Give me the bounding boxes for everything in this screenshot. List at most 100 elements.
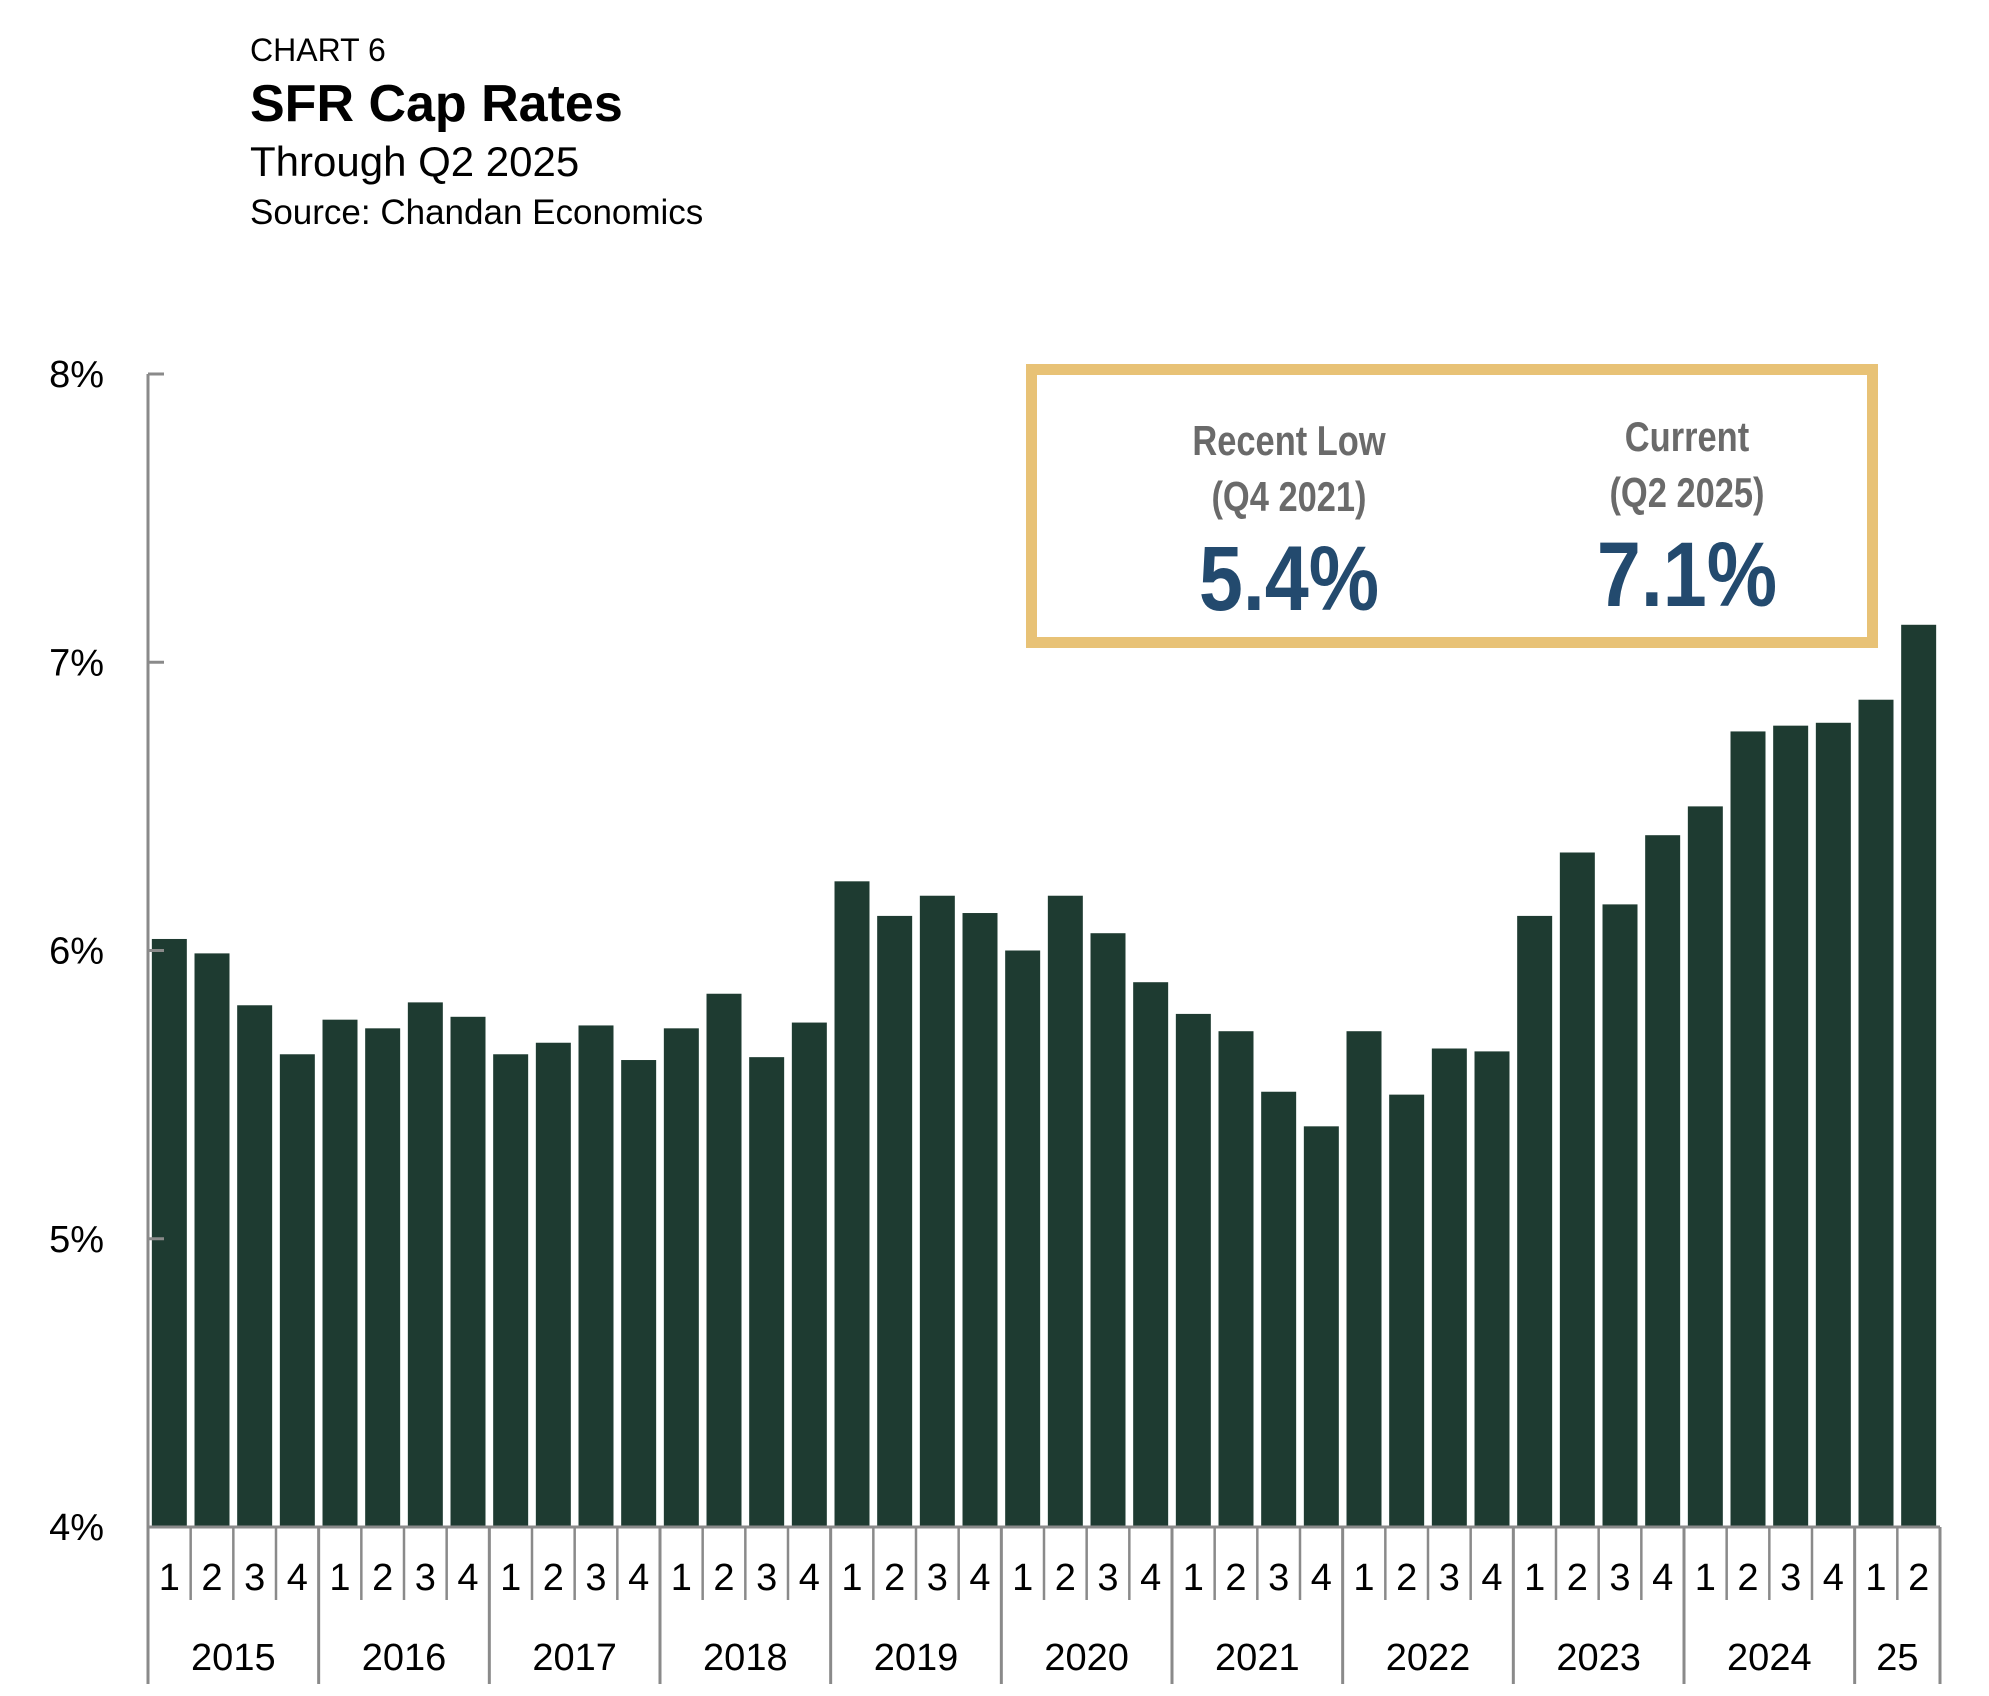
quarter-label: 4	[457, 1557, 478, 1599]
chart-source: Source: Chandan Economics	[250, 193, 704, 232]
current-value: 7.1%	[1596, 524, 1778, 626]
current-panel: Current (Q2 2025) 7.1%	[1497, 409, 1877, 625]
bar	[578, 1025, 614, 1527]
quarter-label: 4	[628, 1557, 649, 1599]
quarter-label: 3	[1609, 1557, 1630, 1599]
quarter-label: 2	[1225, 1557, 1246, 1599]
recent-low-panel: Recent Low (Q4 2021) 5.4%	[1099, 413, 1479, 629]
current-period: (Q2 2025)	[1609, 469, 1765, 516]
quarter-label: 1	[671, 1557, 692, 1599]
quarter-label: 4	[1481, 1557, 1502, 1599]
bar	[1005, 950, 1041, 1527]
quarter-label: 4	[1311, 1557, 1332, 1599]
y-tick-label: 8%	[49, 354, 104, 396]
year-label: 25	[1876, 1637, 1918, 1679]
year-label: 2023	[1556, 1637, 1641, 1679]
quarter-label: 2	[1908, 1557, 1929, 1599]
bar	[194, 953, 230, 1527]
bar	[1389, 1094, 1425, 1528]
bar	[1687, 806, 1723, 1528]
bar	[1517, 915, 1553, 1527]
quarter-label: 1	[1183, 1557, 1204, 1599]
bar	[877, 915, 913, 1527]
quarter-label: 3	[756, 1557, 777, 1599]
quarter-label: 3	[1268, 1557, 1289, 1599]
year-label: 2022	[1386, 1637, 1471, 1679]
quarter-label: 2	[543, 1557, 564, 1599]
bar	[1858, 699, 1894, 1527]
quarter-label: 1	[1865, 1557, 1886, 1599]
bar	[151, 938, 187, 1527]
callout-box: Recent Low (Q4 2021) 5.4% Current (Q2 20…	[1026, 364, 1878, 648]
bar	[663, 1028, 699, 1527]
bar	[791, 1022, 827, 1527]
bar	[237, 1005, 273, 1527]
quarter-label: 1	[1012, 1557, 1033, 1599]
y-tick-label: 7%	[49, 642, 104, 684]
bar	[1901, 624, 1937, 1527]
quarter-label: 3	[1780, 1557, 1801, 1599]
bar	[1431, 1048, 1467, 1527]
bar	[749, 1057, 785, 1527]
bar	[407, 1002, 443, 1527]
bar	[493, 1054, 529, 1527]
bar	[1602, 904, 1638, 1527]
quarter-label: 4	[1140, 1557, 1161, 1599]
year-label: 2016	[362, 1637, 447, 1679]
bar	[1730, 731, 1766, 1527]
year-label: 2019	[874, 1637, 959, 1679]
y-tick-label: 6%	[49, 931, 104, 973]
year-label: 2021	[1215, 1637, 1300, 1679]
year-label: 2018	[703, 1637, 788, 1679]
quarter-label: 3	[1097, 1557, 1118, 1599]
bar	[1474, 1051, 1510, 1527]
bar	[1175, 1013, 1211, 1527]
quarter-label: 4	[969, 1557, 990, 1599]
bar	[1047, 895, 1083, 1527]
quarter-label: 3	[1439, 1557, 1460, 1599]
quarter-label: 1	[500, 1557, 521, 1599]
bar	[1773, 725, 1809, 1527]
quarter-label: 4	[799, 1557, 820, 1599]
quarter-label: 1	[841, 1557, 862, 1599]
chart-header: CHART 6 SFR Cap Rates Through Q2 2025 So…	[250, 30, 703, 236]
y-tick-label: 4%	[49, 1507, 104, 1549]
quarter-label: 2	[1737, 1557, 1758, 1599]
bar	[1303, 1126, 1339, 1527]
quarter-label: 1	[1695, 1557, 1716, 1599]
bar	[1261, 1091, 1297, 1527]
bar	[1090, 933, 1126, 1527]
year-label: 2017	[532, 1637, 617, 1679]
quarter-label: 3	[585, 1557, 606, 1599]
quarter-label: 2	[713, 1557, 734, 1599]
quarter-label: 3	[927, 1557, 948, 1599]
bar	[279, 1054, 315, 1527]
quarter-label: 1	[329, 1557, 350, 1599]
bar	[1133, 982, 1169, 1527]
bar	[919, 895, 955, 1527]
bar	[1645, 835, 1681, 1527]
chart-title: SFR Cap Rates	[250, 75, 623, 133]
quarter-label: 2	[372, 1557, 393, 1599]
current-heading: Current	[1624, 413, 1750, 460]
bar	[1346, 1031, 1382, 1527]
bar	[621, 1060, 657, 1527]
quarter-label: 4	[1652, 1557, 1673, 1599]
quarter-label: 2	[1567, 1557, 1588, 1599]
bar	[322, 1019, 358, 1527]
quarter-label: 3	[415, 1557, 436, 1599]
bar	[1559, 852, 1595, 1527]
quarter-label: 2	[1055, 1557, 1076, 1599]
chart-subtitle: Through Q2 2025	[250, 138, 580, 185]
quarter-label: 2	[1396, 1557, 1417, 1599]
quarter-label: 3	[244, 1557, 265, 1599]
quarter-label: 4	[1823, 1557, 1844, 1599]
recent-low-period: (Q4 2021)	[1211, 473, 1367, 520]
bar	[962, 913, 998, 1527]
year-label: 2015	[191, 1637, 276, 1679]
quarter-label: 2	[884, 1557, 905, 1599]
bar	[535, 1042, 571, 1527]
bar	[1815, 722, 1851, 1527]
recent-low-value: 5.4%	[1198, 528, 1380, 630]
